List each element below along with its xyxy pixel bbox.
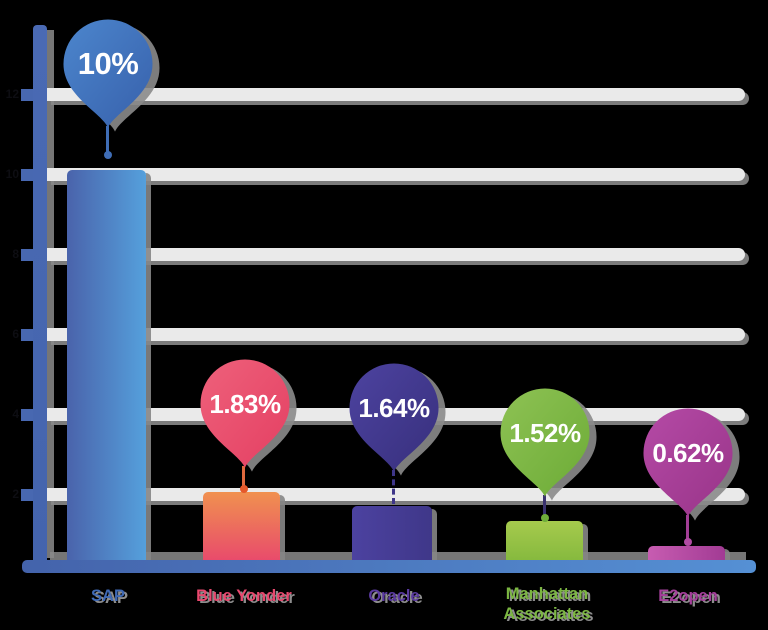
balloon-pin-icon xyxy=(349,363,439,472)
y-tick xyxy=(21,409,34,421)
category-label-sap: SAP xyxy=(91,587,125,605)
y-axis-shadow xyxy=(47,30,54,558)
gridline xyxy=(47,88,745,101)
bar-manhattan-associates xyxy=(506,521,583,564)
balloon-string-oracle xyxy=(392,470,395,504)
bar-blue-yonder xyxy=(203,492,280,564)
y-axis xyxy=(33,25,47,573)
y-tick-label: 8 xyxy=(12,247,19,261)
y-tick xyxy=(21,169,34,181)
y-tick xyxy=(21,249,34,261)
bar-e2open xyxy=(648,546,725,564)
value-label-manhattan: 1.52% xyxy=(509,418,581,448)
value-balloon-oracle: 1.64% xyxy=(341,359,447,474)
balloon-pin-icon xyxy=(643,408,733,517)
y-tick xyxy=(21,489,34,501)
y-tick-label: 12 xyxy=(5,87,19,101)
y-tick-label: 4 xyxy=(12,407,19,421)
y-tick-label: 2 xyxy=(12,487,19,501)
category-label-blue-yonder: Blue Yonder xyxy=(196,587,292,605)
bar-sap xyxy=(67,170,146,564)
value-label-e2open: 0.62% xyxy=(652,438,724,468)
value-label-blue-yonder: 1.83% xyxy=(209,389,281,419)
gridline xyxy=(47,328,745,341)
gridline xyxy=(47,248,745,261)
balloon-pin-icon xyxy=(63,19,153,128)
y-tick xyxy=(21,329,34,341)
value-balloon-blue-yonder: 1.83% xyxy=(192,355,298,470)
value-label-oracle: 1.64% xyxy=(358,393,430,423)
value-balloon-e2open: 0.62% xyxy=(635,404,741,519)
x-axis xyxy=(22,560,756,573)
category-label-oracle: Oracle xyxy=(368,587,420,605)
balloon-string-e2open xyxy=(686,515,689,541)
category-label-manhattan: Manhattan Associates xyxy=(503,585,591,623)
value-label-sap: 10% xyxy=(77,46,139,81)
value-balloon-manhattan: 1.52% xyxy=(492,384,598,499)
bar-oracle xyxy=(352,506,432,564)
balloon-pin-icon xyxy=(200,359,290,468)
gridline xyxy=(47,168,745,181)
balloon-pin-icon xyxy=(500,388,590,497)
string-dot-manhattan xyxy=(541,514,549,522)
string-dot-sap xyxy=(104,151,112,159)
string-dot-e2open xyxy=(684,538,692,546)
string-dot-blue-yonder xyxy=(240,485,248,493)
balloon-string-blue-yonder xyxy=(242,466,245,486)
y-tick-label: 10 xyxy=(5,167,19,181)
value-balloon-sap: 10% xyxy=(55,15,161,130)
balloon-string-sap xyxy=(106,126,109,153)
y-tick xyxy=(21,89,34,101)
y-tick-label: 6 xyxy=(12,327,19,341)
category-label-e2open: E2open xyxy=(658,587,718,605)
balloon-string-manhattan xyxy=(543,495,546,518)
